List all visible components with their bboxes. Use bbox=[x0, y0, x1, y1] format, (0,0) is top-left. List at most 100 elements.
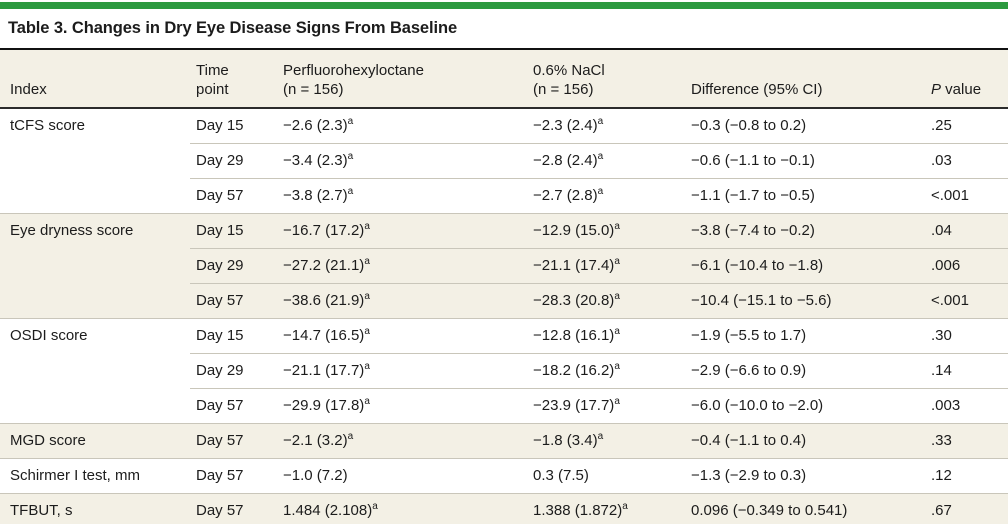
nacl-cell: −2.8 (2.4)a bbox=[527, 143, 685, 179]
perfluorohexyloctane-cell: −27.2 (21.1)a bbox=[277, 248, 527, 284]
difference-cell: −6.0 (−10.0 to −2.0) bbox=[685, 388, 925, 424]
table-row: Day 57 −3.8 (2.7)a −2.7 (2.8)a −1.1 (−1.7 t… bbox=[0, 178, 1008, 214]
p-value-cell: <.001 bbox=[925, 283, 1008, 319]
difference-cell: −0.4 (−1.1 to 0.4) bbox=[685, 423, 925, 459]
perfluorohexyloctane-cell: −1.0 (7.2) bbox=[277, 458, 527, 494]
time-point-cell: Day 15 bbox=[190, 213, 277, 249]
perfluorohexyloctane-cell: −2.6 (2.3)a bbox=[277, 107, 527, 144]
footnote-marker: a bbox=[364, 256, 370, 267]
footnote-marker: a bbox=[347, 116, 354, 127]
nacl-cell: −1.8 (3.4)a bbox=[527, 423, 685, 459]
footnote-marker: a bbox=[597, 431, 604, 442]
table-row: Day 29 −27.2 (21.1)a −21.1 (17.4)a −6.1 (−1… bbox=[0, 248, 1008, 284]
time-point-cell: Day 57 bbox=[190, 493, 277, 524]
col-header-perfluorohexyloctane: Perfluorohexyloctane (n = 156) bbox=[277, 48, 527, 109]
time-point-cell: Day 57 bbox=[190, 423, 277, 459]
table-row: MGD score Day 57 −2.1 (3.2)a −1.8 (3.4)a −0.… bbox=[0, 423, 1008, 459]
p-value-cell: .25 bbox=[925, 107, 1008, 144]
footnote-marker: a bbox=[614, 396, 620, 407]
difference-cell: −1.1 (−1.7 to −0.5) bbox=[685, 178, 925, 214]
difference-cell: −10.4 (−15.1 to −5.6) bbox=[685, 283, 925, 319]
table-row: TFBUT, s Day 57 1.484 (2.108)a 1.388 (1.872… bbox=[0, 493, 1008, 524]
difference-cell: −3.8 (−7.4 to −0.2) bbox=[685, 213, 925, 249]
footnote-marker: a bbox=[372, 501, 378, 512]
col-header-index: Index bbox=[0, 48, 190, 109]
perfluorohexyloctane-cell: −29.9 (17.8)a bbox=[277, 388, 527, 424]
perfluorohexyloctane-cell: −16.7 (17.2)a bbox=[277, 213, 527, 249]
time-point-cell: Day 57 bbox=[190, 283, 277, 319]
header-line: (n = 156) bbox=[283, 81, 344, 98]
perfluorohexyloctane-cell: −2.1 (3.2)a bbox=[277, 423, 527, 459]
table-row: Schirmer I test, mm Day 57 −1.0 (7.2) 0.3 (… bbox=[0, 458, 1008, 494]
nacl-cell: −18.2 (16.2)a bbox=[527, 353, 685, 389]
p-value-cell: .006 bbox=[925, 248, 1008, 284]
table-row: Day 57 −29.9 (17.8)a −23.9 (17.7)a −6.0 (−1… bbox=[0, 388, 1008, 424]
footnote-marker: a bbox=[347, 186, 354, 197]
p-rest: value bbox=[941, 81, 982, 98]
table-row: tCFS score Day 15 −2.6 (2.3)a −2.3 (2.4)a −0… bbox=[0, 107, 1008, 214]
p-value-cell: .03 bbox=[925, 143, 1008, 179]
col-header-time-point: Time point bbox=[190, 48, 277, 109]
nacl-cell: −2.3 (2.4)a bbox=[527, 107, 685, 144]
header-row: Index Time point Perfluorohexyloctane (n… bbox=[0, 48, 1008, 109]
index-cell: TFBUT, s bbox=[0, 493, 190, 524]
p-italic: P bbox=[931, 81, 942, 98]
time-point-cell: Day 15 bbox=[190, 107, 277, 144]
accent-bar bbox=[0, 2, 1008, 9]
p-value-cell: .12 bbox=[925, 458, 1008, 494]
time-point-cell: Day 15 bbox=[190, 318, 277, 354]
footnote-marker: a bbox=[597, 186, 604, 197]
footnote-marker: a bbox=[364, 326, 370, 337]
nacl-cell: −23.9 (17.7)a bbox=[527, 388, 685, 424]
p-value-cell: .14 bbox=[925, 353, 1008, 389]
time-point-cell: Day 57 bbox=[190, 388, 277, 424]
header-line: (n = 156) bbox=[533, 81, 594, 98]
footnote-marker: a bbox=[597, 116, 604, 127]
index-cell: MGD score bbox=[0, 423, 190, 459]
p-value-cell: .30 bbox=[925, 318, 1008, 354]
difference-cell: 0.096 (−0.349 to 0.541) bbox=[685, 493, 925, 524]
footnote-marker: a bbox=[364, 361, 370, 372]
index-cell: OSDI score bbox=[0, 318, 190, 424]
table-row: Day 57 −38.6 (21.9)a −28.3 (20.8)a −10.4 (−… bbox=[0, 283, 1008, 319]
difference-cell: −6.1 (−10.4 to −1.8) bbox=[685, 248, 925, 284]
perfluorohexyloctane-cell: −14.7 (16.5)a bbox=[277, 318, 527, 354]
nacl-cell: −28.3 (20.8)a bbox=[527, 283, 685, 319]
nacl-cell: −2.7 (2.8)a bbox=[527, 178, 685, 214]
footnote-marker: a bbox=[614, 291, 620, 302]
footnote-marker: a bbox=[364, 291, 370, 302]
footnote-marker: a bbox=[614, 221, 620, 232]
index-cell: Eye dryness score bbox=[0, 213, 190, 319]
footnote-marker: a bbox=[614, 326, 620, 337]
perfluorohexyloctane-cell: −21.1 (17.7)a bbox=[277, 353, 527, 389]
p-value-cell: .67 bbox=[925, 493, 1008, 524]
nacl-cell: −21.1 (17.4)a bbox=[527, 248, 685, 284]
p-value-cell: .33 bbox=[925, 423, 1008, 459]
table-row: Day 29 −21.1 (17.7)a −18.2 (16.2)a −2.9 (−6… bbox=[0, 353, 1008, 389]
header-line: 0.6% NaCl bbox=[533, 62, 605, 79]
table-body: tCFS score Day 15 −2.6 (2.3)a −2.3 (2.4)a −0… bbox=[0, 107, 1008, 524]
header-line: point bbox=[196, 81, 229, 98]
table-title: Table 3. Changes in Dry Eye Disease Sign… bbox=[8, 19, 458, 37]
table-row: Day 29 −3.4 (2.3)a −2.8 (2.4)a −0.6 (−1.1 t… bbox=[0, 143, 1008, 179]
time-point-cell: Day 29 bbox=[190, 353, 277, 389]
difference-cell: −1.9 (−5.5 to 1.7) bbox=[685, 318, 925, 354]
col-header-p-value: P value bbox=[925, 48, 1008, 109]
nacl-cell: 0.3 (7.5) bbox=[527, 458, 685, 494]
nacl-cell: −12.8 (16.1)a bbox=[527, 318, 685, 354]
difference-cell: −0.6 (−1.1 to −0.1) bbox=[685, 143, 925, 179]
header-line: Time bbox=[196, 62, 229, 79]
footnote-marker: a bbox=[614, 361, 620, 372]
index-cell: tCFS score bbox=[0, 107, 190, 214]
difference-cell: −1.3 (−2.9 to 0.3) bbox=[685, 458, 925, 494]
footnote-marker: a bbox=[364, 221, 370, 232]
footnote-marker: a bbox=[614, 256, 620, 267]
table-row: Eye dryness score Day 15 −16.7 (17.2)a −12.… bbox=[0, 213, 1008, 319]
footnote-marker: a bbox=[347, 151, 354, 162]
table-row: OSDI score Day 15 −14.7 (16.5)a −12.8 (16.1… bbox=[0, 318, 1008, 424]
footnote-marker: a bbox=[347, 431, 354, 442]
col-header-difference: Difference (95% CI) bbox=[685, 48, 925, 109]
difference-cell: −2.9 (−6.6 to 0.9) bbox=[685, 353, 925, 389]
p-value-cell: <.001 bbox=[925, 178, 1008, 214]
